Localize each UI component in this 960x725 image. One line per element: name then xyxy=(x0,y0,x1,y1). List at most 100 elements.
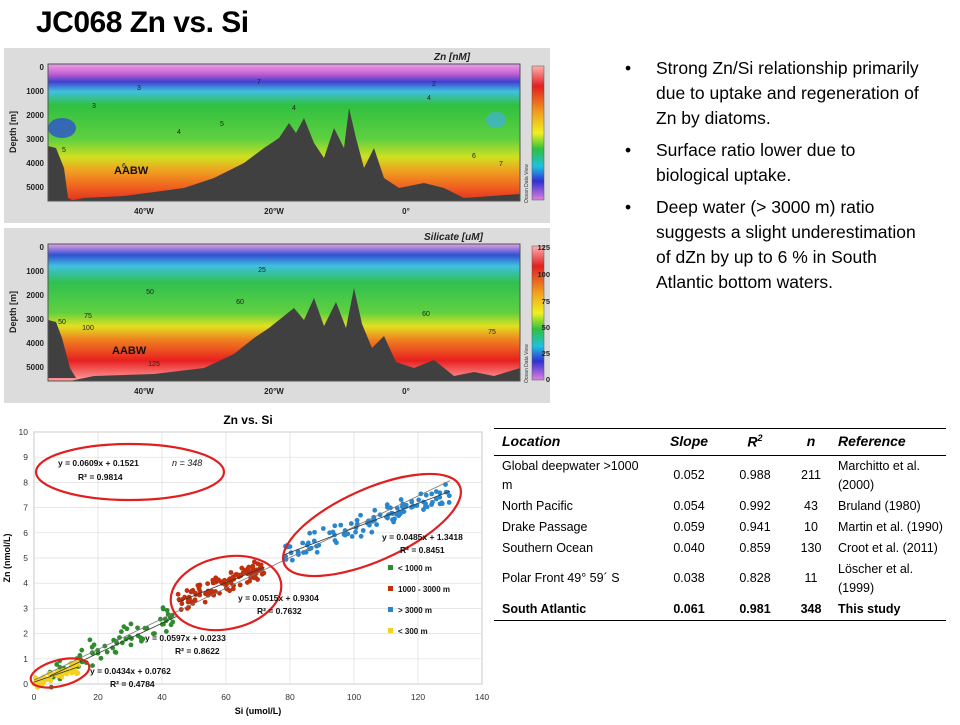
data-point xyxy=(390,517,395,523)
data-point xyxy=(79,647,85,653)
x-axis-label: Si (umol/L) xyxy=(235,706,282,716)
y-tick-label: 6 xyxy=(23,528,28,538)
data-point xyxy=(374,522,380,528)
data-point xyxy=(54,662,60,667)
data-point xyxy=(128,621,134,627)
series-fit-line xyxy=(177,566,265,603)
table-row: Global deepwater >1000 m 0.052 0.988 211 Mar… xyxy=(494,455,946,496)
table-cell-reference: Martin et al. (1990) xyxy=(838,519,943,534)
si-colorbar-tick: 0 xyxy=(546,375,550,384)
zn-contour-label: 2 xyxy=(432,81,436,88)
data-point xyxy=(197,582,203,588)
series-fit-line xyxy=(283,490,451,556)
zn-parameter-label: Zn [nM] xyxy=(433,52,471,63)
data-point xyxy=(300,540,306,546)
zn-contour-label: 6 xyxy=(122,163,126,170)
data-point xyxy=(216,577,221,583)
data-point xyxy=(192,597,198,603)
data-point xyxy=(303,549,309,555)
table-cell-slope: 0.059 xyxy=(673,519,705,534)
data-point xyxy=(429,491,435,497)
data-point xyxy=(124,626,130,632)
si-contour-label: 75 xyxy=(488,329,496,336)
data-point xyxy=(349,534,355,539)
data-point xyxy=(186,604,191,610)
si-depth-tick: 2000 xyxy=(26,291,44,300)
table-cell-reference: Croot et al. (2011) xyxy=(838,540,938,555)
si-odv-watermark: Ocean Data View xyxy=(524,344,530,383)
series-fit-line xyxy=(49,615,179,677)
legend-item-label: 1000 - 3000 m xyxy=(398,585,450,594)
data-point xyxy=(446,500,452,505)
ellipse-gt-3000m xyxy=(281,472,463,578)
si-lon-tick: 40°W xyxy=(134,387,154,396)
legend-marker xyxy=(388,607,393,612)
zn-lon-tick: 20°W xyxy=(264,207,284,216)
data-point xyxy=(372,507,378,513)
data-point xyxy=(369,529,375,535)
data-point xyxy=(332,523,338,529)
data-point xyxy=(358,512,363,518)
si-depth-axis-label: Depth [m] xyxy=(8,291,18,333)
zn-depth-axis-label: Depth [m] xyxy=(8,111,18,153)
data-point xyxy=(114,640,120,646)
table-cell-reference: Bruland (1980) xyxy=(838,498,921,513)
y-tick-label: 9 xyxy=(23,452,28,462)
data-point xyxy=(423,492,429,498)
table-cell-r2: 0.941 xyxy=(739,519,771,534)
data-point xyxy=(186,599,191,605)
data-point xyxy=(289,557,295,563)
overall-fit-ellipse xyxy=(34,442,226,502)
series-fit-equation: y = 0.0485x + 1.3418 xyxy=(382,532,463,542)
data-point xyxy=(286,544,292,550)
data-point xyxy=(210,577,216,583)
data-point xyxy=(250,571,256,577)
series-fit-r2: R² = 0.8451 xyxy=(400,545,445,555)
y-axis-label: Zn (nmol/L) xyxy=(2,534,12,583)
data-point xyxy=(394,505,400,511)
table-cell-n: 348 xyxy=(786,598,830,621)
data-point xyxy=(179,601,185,607)
zn-section-plot: Zn [nM] Depth [m] 0 1000 2000 3000 4000 … xyxy=(4,48,550,223)
series-fit-r2: R² = 0.8622 xyxy=(175,646,220,656)
data-point xyxy=(312,529,317,535)
si-contour-label: 50 xyxy=(146,289,154,296)
y-tick-label: 0 xyxy=(23,679,28,689)
zn-depth-tick: 1000 xyxy=(26,87,44,96)
col-header-reference: Reference xyxy=(830,428,946,456)
data-point xyxy=(127,634,132,640)
data-point xyxy=(175,591,181,597)
zn-contour-label: 5 xyxy=(220,121,224,128)
table-cell-r2: 0.988 xyxy=(739,468,771,483)
zn-contour-label: 4 xyxy=(177,129,181,136)
data-point xyxy=(77,653,83,658)
si-contour-label: 125 xyxy=(148,361,160,368)
table-cell-reference: Marchitto et al. (2000) xyxy=(838,458,920,492)
table-cell-slope: 0.061 xyxy=(654,598,718,621)
x-tick-label: 40 xyxy=(157,692,167,702)
zn-depth-tick: 3000 xyxy=(26,135,44,144)
data-point xyxy=(170,619,176,625)
bullet-item: • Deep water (> 3000 m) ratio suggests a … xyxy=(625,197,916,292)
zn-lon-tick: 0° xyxy=(402,207,410,216)
zn-lon-tick: 40°W xyxy=(134,207,154,216)
data-point xyxy=(403,502,409,508)
bullet-text: Strong Zn/Si relationship primarily due … xyxy=(656,58,919,128)
table-cell-n: 43 xyxy=(804,498,818,513)
x-tick-label: 80 xyxy=(285,692,295,702)
table-row: Drake Passage 0.059 0.941 10 Martin et al. (… xyxy=(494,517,946,538)
data-point xyxy=(446,493,452,499)
table-cell-slope: 0.038 xyxy=(673,571,705,586)
si-depth-tick: 3000 xyxy=(26,315,44,324)
comparison-table: Location Slope R2 n Reference Global dee… xyxy=(494,428,946,621)
data-point xyxy=(252,559,257,565)
n-label: n = 348 xyxy=(172,458,202,468)
zn-contour-label: 6 xyxy=(472,153,476,160)
table-cell-slope: 0.052 xyxy=(673,468,705,483)
y-tick-label: 7 xyxy=(23,503,28,513)
si-parameter-label: Silicate [uM] xyxy=(424,232,484,243)
zn-vs-si-scatter-chart: 0 1 2 3 4 5 6 7 8 9 10 0 20 40 60 80 100 120 140 Zn vs. Si S… xyxy=(0,410,492,720)
zn-contour-label: 4 xyxy=(427,95,431,102)
si-lon-tick: 0° xyxy=(402,387,410,396)
data-point xyxy=(184,588,190,593)
